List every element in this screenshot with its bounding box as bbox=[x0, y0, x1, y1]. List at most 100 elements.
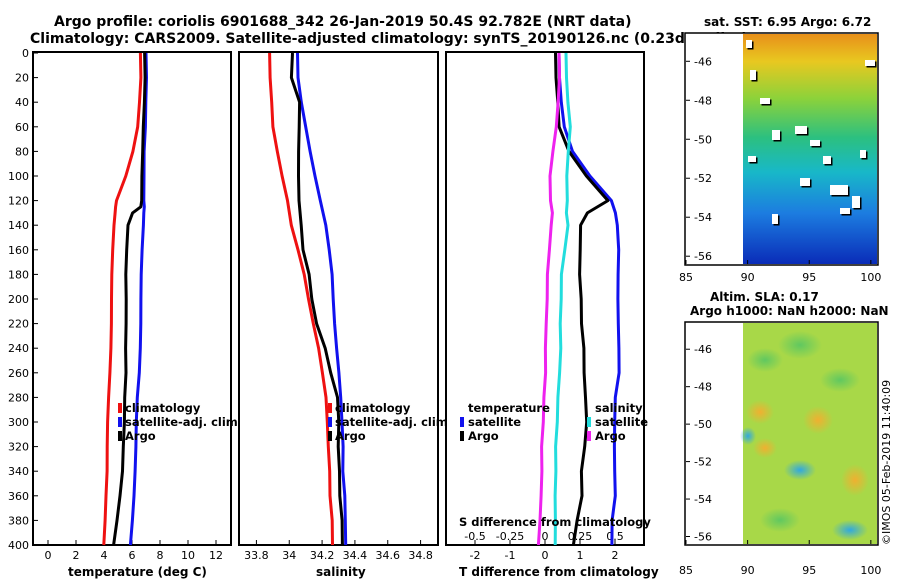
salinity-satellite-line bbox=[296, 52, 348, 546]
legend-s-satellite-label: satellite bbox=[595, 415, 648, 429]
temperature-climatology-line bbox=[102, 52, 143, 546]
legend-t-argo-label: Argo bbox=[468, 429, 499, 443]
title-line-1: Argo profile: coriolis 6901688_342 26-Ja… bbox=[54, 14, 632, 30]
legend-climatology-label: climatology bbox=[335, 401, 411, 415]
temperature-series bbox=[102, 52, 148, 546]
salinity-argo-line bbox=[289, 52, 344, 546]
difference-x-tick-label: 0 bbox=[542, 549, 549, 562]
legend-s-argo-label: Argo bbox=[595, 429, 626, 443]
cloud-patch bbox=[840, 208, 850, 214]
depth-tick-label: 400 bbox=[8, 539, 29, 552]
salinity-legend: climatology satellite-adj. clim. Argo bbox=[328, 401, 452, 443]
salinity-x-ticks: 33.8 34 34.2 34.4 34.6 34.8 bbox=[244, 540, 433, 562]
depth-tick-label: 220 bbox=[8, 318, 29, 331]
map-y-tick-label: -54 bbox=[694, 211, 712, 224]
salinity-x-tick-label: 34.2 bbox=[310, 549, 335, 562]
cloud-patch bbox=[830, 185, 848, 195]
map-x-tick-label: 90 bbox=[741, 271, 755, 284]
depth-tick-label: 300 bbox=[8, 416, 29, 429]
salinity-xlabel: salinity bbox=[316, 565, 366, 579]
depth-tick-label: 100 bbox=[8, 170, 29, 183]
salinity-x-tick-label: 34 bbox=[282, 549, 296, 562]
temperature-argo-line bbox=[112, 52, 147, 546]
temperature-x-tick-label: 10 bbox=[181, 549, 195, 562]
salinity-x-tick-label: 34.8 bbox=[408, 549, 433, 562]
sla-map-title-1: Altim. SLA: 0.17 bbox=[710, 290, 819, 304]
legend-s-satellite-swatch bbox=[587, 417, 591, 427]
temperature-panel: 0204060801001201401601802002202402602803… bbox=[8, 47, 451, 579]
depth-tick-label: 40 bbox=[15, 96, 29, 109]
temperature-x-tick-label: 2 bbox=[73, 549, 80, 562]
temperature-x-ticks: 0 2 4 6 8 10 12 bbox=[45, 540, 223, 562]
temperature-x-tick-label: 6 bbox=[129, 549, 136, 562]
legend-argo-label: Argo bbox=[125, 429, 156, 443]
t-difference-xlabel: T difference from climatology bbox=[459, 565, 659, 579]
s-difference-label: S difference from climatology bbox=[459, 515, 651, 529]
depth-tick-label: 120 bbox=[8, 195, 29, 208]
depth-tick-label: 240 bbox=[8, 342, 29, 355]
legend-climatology-label: climatology bbox=[125, 401, 201, 415]
map-x-tick-label: 95 bbox=[802, 271, 816, 284]
difference-x-tick-label: 2 bbox=[612, 549, 619, 562]
difference-panel: -2 -1 0 1 2 -0.5 -0.25 0 0.25 0.5 S difference fr… bbox=[445, 51, 659, 579]
s-argo-diff-line bbox=[536, 52, 561, 546]
salinity-series bbox=[268, 52, 348, 546]
map-x-tick-label: 95 bbox=[802, 564, 816, 577]
sst-map: sat. SST: 6.95 Argo: 6.72 85 90 95 100 -46 -4… bbox=[679, 15, 881, 284]
map-y-tick-label: -54 bbox=[694, 493, 712, 506]
depth-tick-label: 180 bbox=[8, 268, 29, 281]
cloud-patch bbox=[860, 150, 866, 158]
difference-frame bbox=[445, 51, 645, 546]
depth-tick-label: 80 bbox=[15, 145, 29, 158]
temperature-x-tick-label: 0 bbox=[45, 549, 52, 562]
cloud-patch bbox=[748, 156, 756, 162]
depth-tick-label: 360 bbox=[8, 490, 29, 503]
map-y-tick-label: -50 bbox=[694, 418, 712, 431]
cloud-patch bbox=[760, 98, 770, 104]
map-y-tick-label: -52 bbox=[694, 456, 712, 469]
sst-cloud-mask bbox=[746, 40, 877, 226]
s-difference-tick-label: -0.5 bbox=[464, 530, 485, 543]
cloud-patch bbox=[810, 140, 820, 146]
depth-tick-label: 20 bbox=[15, 72, 29, 85]
s-satellite-diff-line bbox=[553, 52, 572, 546]
difference-x-tick-label: -1 bbox=[505, 549, 516, 562]
cloud-patch bbox=[772, 130, 780, 140]
temperature-frame bbox=[32, 51, 232, 546]
map-y-tick-label: -56 bbox=[694, 531, 712, 544]
cloud-patch bbox=[746, 40, 752, 48]
temperature-x-tick-label: 4 bbox=[101, 549, 108, 562]
legend-climatology-swatch bbox=[328, 403, 332, 413]
salinity-x-tick-label: 34.6 bbox=[376, 549, 401, 562]
s-difference-tick-label: 0 bbox=[542, 530, 549, 543]
temperature-x-tick-label: 12 bbox=[209, 549, 223, 562]
map-y-tick-label: -52 bbox=[694, 172, 712, 185]
cloud-patch bbox=[852, 196, 860, 208]
depth-tick-label: 340 bbox=[8, 465, 29, 478]
legend-argo-swatch bbox=[328, 431, 332, 441]
sla-map-title-2: Argo h1000: NaN h2000: NaN bbox=[690, 304, 889, 318]
salinity-climatology-line bbox=[268, 52, 334, 546]
difference-x-tick-label: -2 bbox=[470, 549, 481, 562]
difference-x-tick-label: 1 bbox=[577, 549, 584, 562]
depth-tick-label: 320 bbox=[8, 441, 29, 454]
sla-anomalies bbox=[740, 331, 869, 540]
legend-temperature-heading: temperature bbox=[468, 401, 550, 415]
t-argo-diff-line bbox=[554, 52, 610, 546]
salinity-x-tick-label: 33.8 bbox=[244, 549, 269, 562]
sla-map-ticks: 85 90 95 100 -46 -48 -50 -52 -54 -56 bbox=[679, 343, 881, 577]
sst-map-ticks: 85 90 95 100 -46 -48 -50 -52 -54 -56 bbox=[679, 55, 881, 284]
cloud-patch bbox=[865, 60, 875, 66]
depth-tick-label: 60 bbox=[15, 121, 29, 134]
cloud-patch bbox=[795, 126, 807, 134]
s-difference-tick-label: 0.5 bbox=[606, 530, 624, 543]
temperature-legend: climatology satellite-adj. clim. Argo bbox=[118, 401, 242, 443]
depth-tick-label: 140 bbox=[8, 219, 29, 232]
map-y-tick-label: -50 bbox=[694, 133, 712, 146]
depth-tick-label: 280 bbox=[8, 391, 29, 404]
legend-t-satellite-swatch bbox=[460, 417, 464, 427]
depth-tick-labels: 0 20 40 60 80 100 120 140 160 180 200 220 240 260 280 3… bbox=[8, 47, 451, 552]
title-line-2: Climatology: CARS2009. Satellite-adjuste… bbox=[30, 31, 748, 47]
legend-satellite-swatch bbox=[328, 417, 332, 427]
legend-argo-swatch bbox=[118, 431, 122, 441]
